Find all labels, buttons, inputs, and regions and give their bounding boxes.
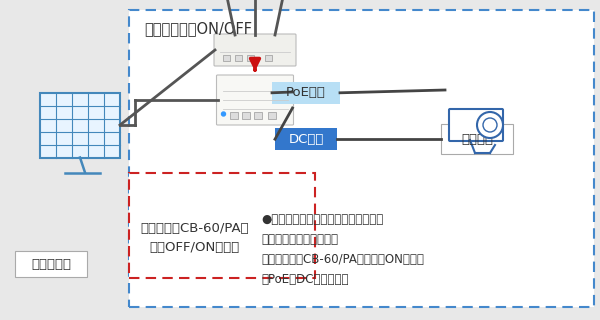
FancyBboxPatch shape [229, 112, 238, 119]
FancyBboxPatch shape [235, 55, 242, 61]
FancyBboxPatch shape [217, 75, 293, 125]
FancyBboxPatch shape [441, 124, 513, 154]
FancyBboxPatch shape [129, 173, 315, 278]
FancyBboxPatch shape [247, 55, 254, 61]
FancyBboxPatch shape [223, 55, 230, 61]
FancyBboxPatch shape [241, 112, 250, 119]
Text: DC給電: DC給電 [289, 133, 323, 146]
FancyBboxPatch shape [40, 92, 120, 157]
FancyBboxPatch shape [449, 109, 503, 141]
Text: ソーラ電源: ソーラ電源 [31, 258, 71, 270]
Circle shape [477, 112, 503, 138]
FancyBboxPatch shape [254, 112, 262, 119]
Circle shape [483, 118, 497, 132]
FancyBboxPatch shape [265, 55, 272, 61]
Text: 接点によりCB-60/PAの
電源OFF/ONを制御: 接点によりCB-60/PAの 電源OFF/ONを制御 [140, 222, 250, 254]
Text: センサ等: センサ等 [461, 133, 493, 146]
Text: 全体の電源をON/OFF: 全体の電源をON/OFF [144, 21, 252, 36]
Circle shape [221, 112, 226, 116]
FancyBboxPatch shape [214, 34, 296, 66]
Text: ●省電力モードで待機し、接点入力や
　タイマにより復帰して
　必要時のみCB-60/PAの電源をONにして
　PoE・DC給電を行う: ●省電力モードで待機し、接点入力や タイマにより復帰して 必要時のみCB-60/… [261, 213, 424, 286]
FancyBboxPatch shape [275, 128, 337, 150]
FancyBboxPatch shape [129, 10, 594, 307]
FancyBboxPatch shape [15, 251, 87, 277]
FancyBboxPatch shape [272, 82, 340, 104]
Text: PoE給電: PoE給電 [286, 86, 326, 99]
FancyBboxPatch shape [268, 112, 275, 119]
